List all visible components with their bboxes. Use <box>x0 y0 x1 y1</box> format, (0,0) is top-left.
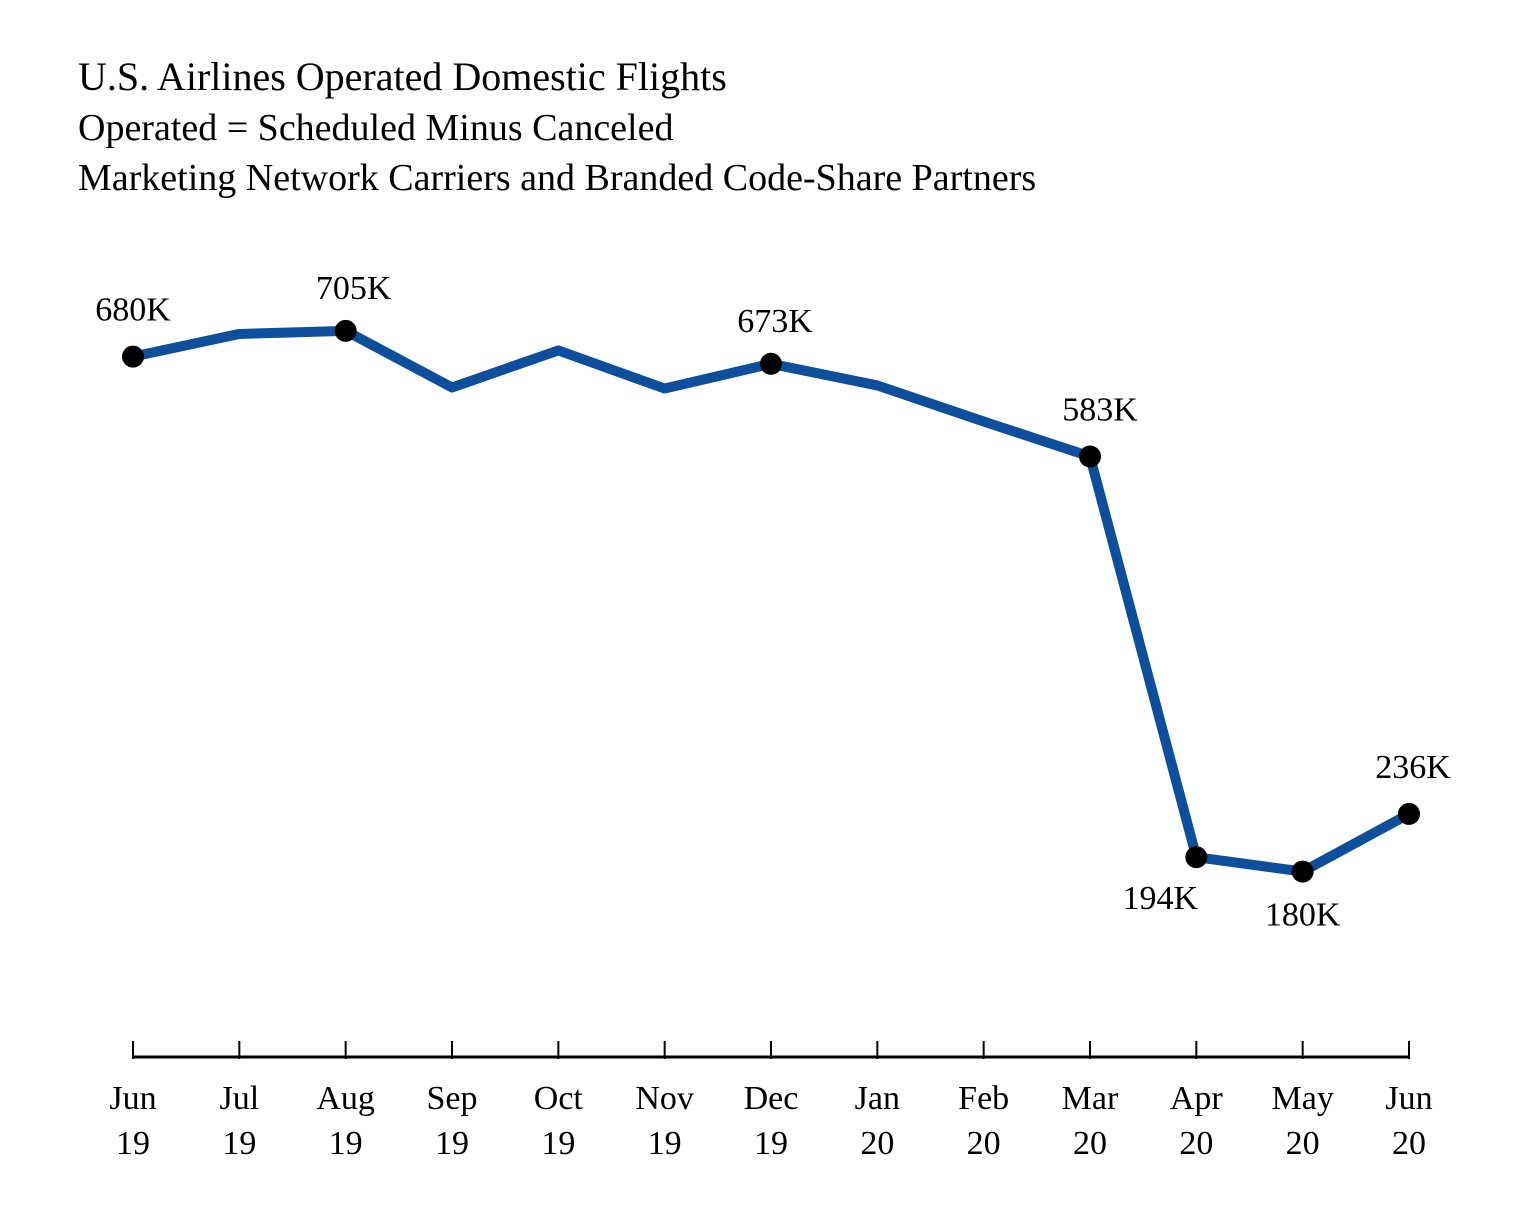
point-marker <box>1398 802 1420 825</box>
x-tick-label: Sep <box>427 1080 478 1117</box>
x-tick-label: 19 <box>648 1125 682 1162</box>
x-tick-label: Feb <box>958 1080 1009 1117</box>
point-marker <box>334 319 357 342</box>
x-tick-label: 20 <box>860 1125 894 1162</box>
data-label: 236K <box>1375 749 1451 786</box>
chart-subtitle: Marketing Network Carriers and Branded C… <box>78 157 1036 199</box>
data-label: 705K <box>316 270 392 307</box>
x-tick-label: 19 <box>754 1125 788 1162</box>
x-tick-label: 20 <box>1179 1125 1213 1162</box>
x-tick-label: 20 <box>967 1125 1001 1162</box>
x-tick-label: Oct <box>534 1080 584 1117</box>
x-tick-label: Apr <box>1170 1080 1224 1117</box>
x-tick-label: Jan <box>855 1080 900 1117</box>
data-label: 180K <box>1265 897 1341 934</box>
x-tick-label: Aug <box>316 1080 375 1117</box>
data-label: 194K <box>1123 880 1199 917</box>
x-tick-label: 20 <box>1392 1125 1426 1162</box>
x-tick-label: 19 <box>329 1125 363 1162</box>
x-tick-label: Dec <box>744 1080 799 1117</box>
x-tick-label: 19 <box>541 1125 575 1162</box>
data-label: 583K <box>1062 392 1138 429</box>
point-marker <box>122 345 144 368</box>
x-tick-label: Jun <box>109 1080 156 1117</box>
chart-subtitle: Operated = Scheduled Minus Canceled <box>78 107 673 149</box>
point-marker <box>760 352 782 375</box>
point-marker <box>1291 860 1314 883</box>
chart-title: U.S. Airlines Operated Domestic Flights <box>78 54 727 99</box>
point-marker <box>1185 846 1208 869</box>
x-tick-label: Nov <box>635 1080 694 1117</box>
x-tick-label: Jun <box>1385 1080 1432 1117</box>
data-label: 673K <box>737 303 813 340</box>
data-label: 680K <box>95 292 171 329</box>
point-marker <box>1079 445 1101 468</box>
x-tick-label: 20 <box>1286 1125 1320 1162</box>
x-tick-label: 20 <box>1073 1125 1107 1162</box>
series-line <box>131 325 1412 877</box>
x-tick-label: Jul <box>219 1080 259 1117</box>
x-tick-label: 19 <box>116 1125 150 1162</box>
x-tick-label: Mar <box>1062 1080 1119 1117</box>
x-tick-label: May <box>1272 1080 1334 1117</box>
x-tick-label: 19 <box>222 1125 256 1162</box>
x-tick-label: 19 <box>435 1125 469 1162</box>
